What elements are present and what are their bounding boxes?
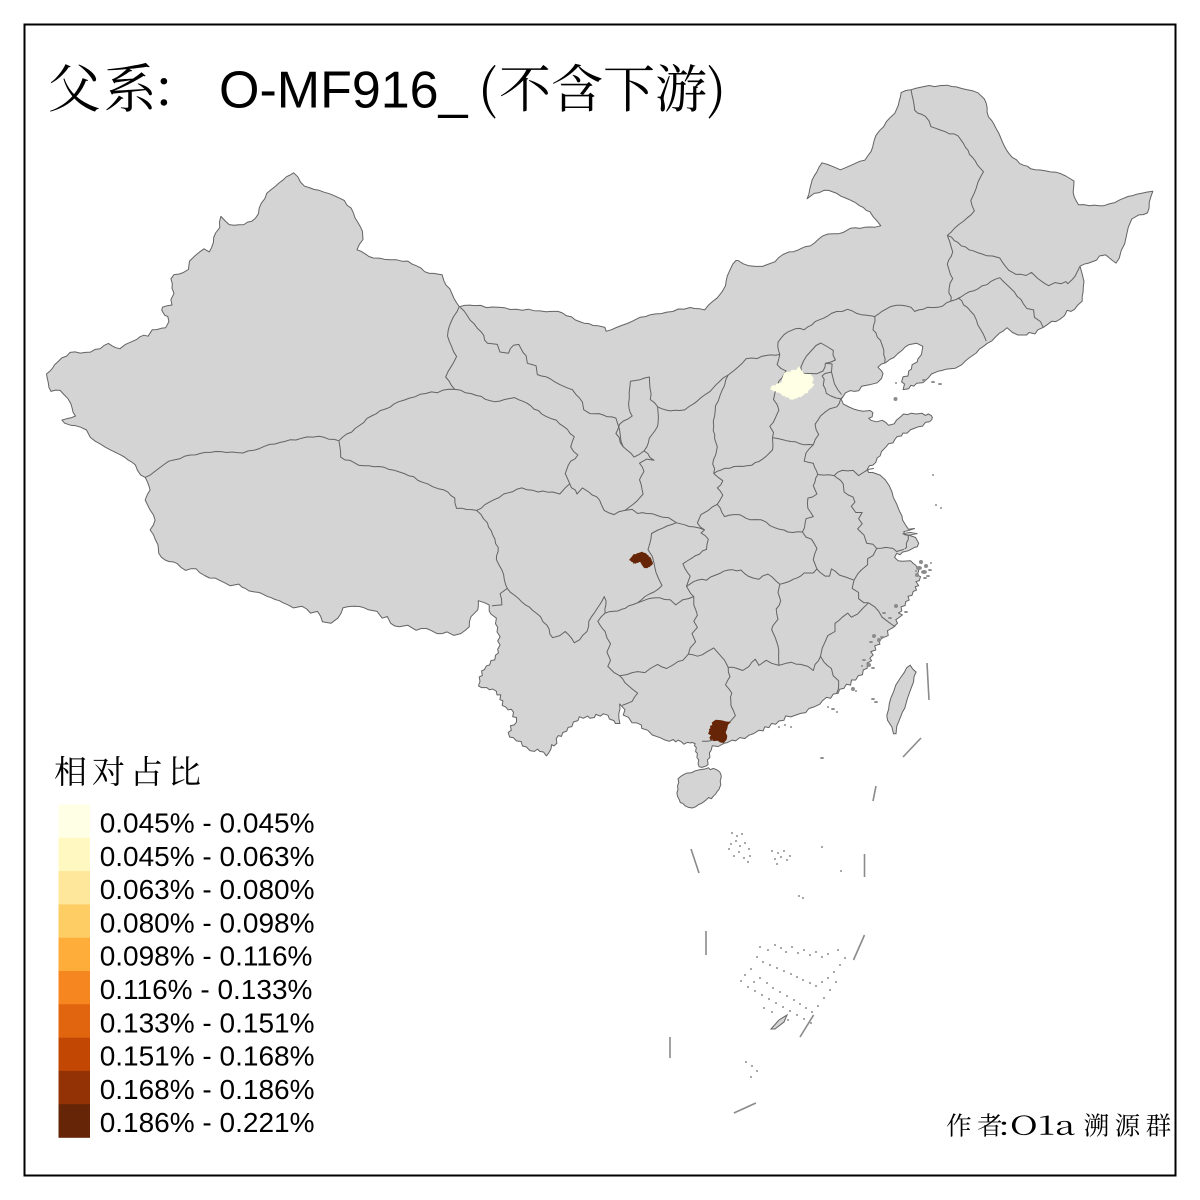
svg-text:0.133% - 0.151%: 0.133% - 0.151% xyxy=(100,1007,315,1038)
svg-text:0.063% - 0.080%: 0.063% - 0.080% xyxy=(100,874,315,905)
svg-text:0.186% - 0.221%: 0.186% - 0.221% xyxy=(100,1107,315,1138)
svg-text:0.098% - 0.116%: 0.098% - 0.116% xyxy=(100,941,313,972)
svg-text:0.045% - 0.045%: 0.045% - 0.045% xyxy=(100,808,315,839)
svg-text:0.168% - 0.186%: 0.168% - 0.186% xyxy=(100,1074,315,1105)
svg-text:0.151% - 0.168%: 0.151% - 0.168% xyxy=(100,1041,315,1072)
svg-text:0.116% - 0.133%: 0.116% - 0.133% xyxy=(100,974,313,1005)
svg-text:O-MF916_: O-MF916_ xyxy=(219,62,469,120)
svg-text:0.045% - 0.063%: 0.045% - 0.063% xyxy=(100,841,315,872)
svg-text:0.080% - 0.098%: 0.080% - 0.098% xyxy=(100,907,315,938)
